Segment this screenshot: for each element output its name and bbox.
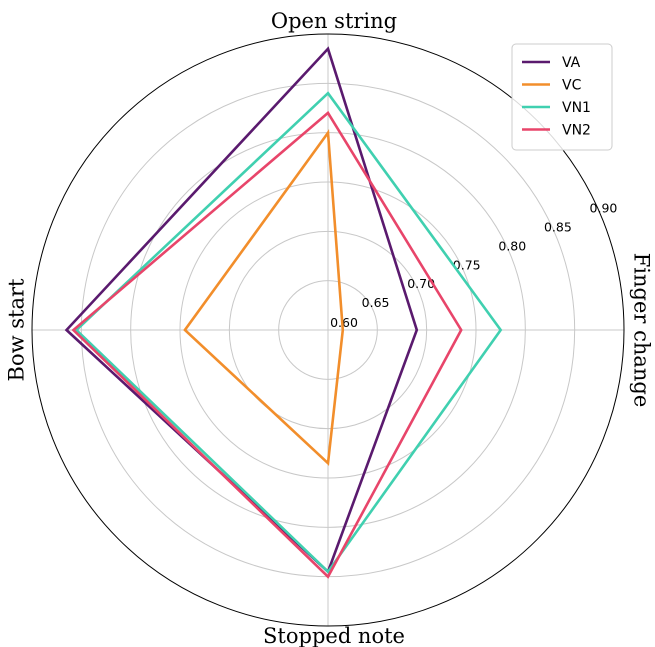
radial-tick-label: 0.65	[362, 295, 390, 310]
legend: VA VC VN1 VN2	[511, 43, 613, 151]
series-line-vn1	[74, 91, 503, 574]
radial-tick-label: 0.70	[407, 276, 435, 291]
legend-box	[511, 43, 613, 151]
series-line-vn2	[71, 110, 463, 579]
category-label: Stopped note	[263, 624, 405, 647]
category-label: Bow start	[5, 278, 29, 382]
radial-tick-labels: 0.60 0.65 0.70 0.75 0.80 0.85 0.90	[330, 201, 617, 330]
series-lines	[64, 46, 503, 579]
radial-tick-label: 0.60	[330, 315, 358, 330]
category-label: Open string	[271, 9, 397, 33]
series-line-vc	[183, 129, 345, 466]
legend-label: VN1	[562, 100, 591, 116]
category-label: Finger change	[630, 253, 654, 408]
legend-label: VC	[562, 78, 582, 94]
radial-tick-label: 0.90	[590, 201, 618, 216]
category-labels: Open string Finger change Stopped note Bow …	[5, 9, 654, 647]
legend-label: VN2	[562, 123, 591, 139]
radial-tick-label: 0.85	[544, 220, 572, 235]
outer-frame	[31, 33, 625, 627]
radial-tick-label: 0.75	[453, 257, 481, 272]
legend-label: VA	[562, 55, 581, 71]
radial-tick-label: 0.80	[498, 238, 526, 253]
